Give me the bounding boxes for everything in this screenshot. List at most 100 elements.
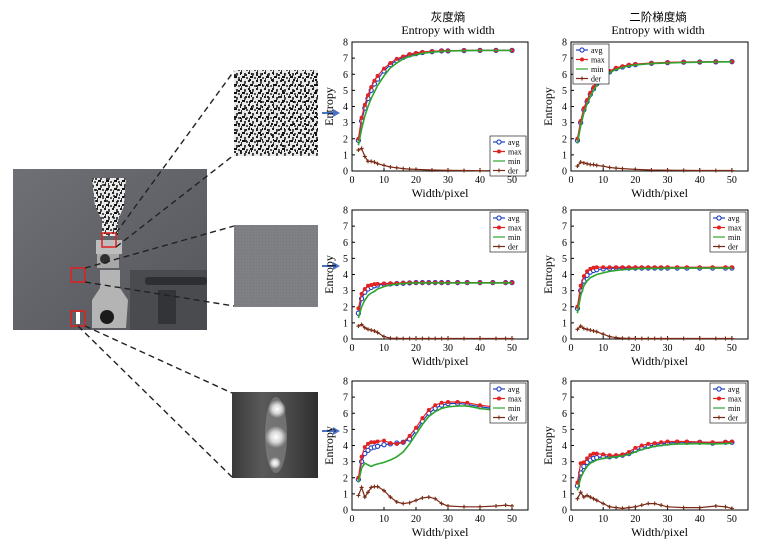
legend-marker-der — [717, 415, 721, 420]
data-point-der — [407, 500, 412, 505]
data-point-der — [639, 336, 644, 341]
data-point-max — [607, 265, 612, 270]
y-axis-label: Entropy — [541, 87, 555, 126]
legend-marker-max — [497, 225, 501, 230]
legend-label-der: der — [728, 243, 739, 252]
data-point-der — [633, 167, 638, 172]
x-tick-label: 50 — [507, 175, 517, 186]
y-tick-label: 0 — [562, 167, 567, 178]
data-point-der — [713, 336, 718, 341]
data-point-max — [359, 291, 364, 296]
data-point-der — [652, 501, 657, 506]
x-tick-label: 20 — [630, 175, 640, 186]
data-point-der — [366, 327, 370, 332]
data-point-der — [503, 503, 508, 508]
data-point-der — [426, 336, 431, 341]
y-tick-label: 1 — [343, 489, 348, 500]
data-point-der — [607, 504, 612, 509]
data-point-der — [575, 164, 580, 169]
data-point-der — [626, 336, 631, 341]
data-point-der — [414, 167, 418, 172]
legend-label-max: max — [728, 395, 742, 404]
data-point-der — [665, 504, 670, 509]
data-point-max — [591, 265, 596, 270]
data-point-der — [594, 329, 599, 334]
legend-box — [489, 135, 527, 177]
legend-label-min: min — [508, 233, 520, 242]
data-point-max — [356, 306, 361, 311]
x-tick-label: 50 — [507, 514, 517, 525]
data-point-der — [362, 154, 367, 159]
data-point-der — [697, 168, 702, 173]
data-point-der — [585, 161, 590, 166]
data-point-avg — [374, 443, 381, 449]
y-tick-label: 6 — [562, 409, 567, 420]
data-point-max — [369, 85, 374, 90]
data-point-max — [375, 73, 380, 78]
data-point-max — [366, 283, 370, 288]
data-point-max — [394, 56, 399, 61]
legend-marker-avg — [716, 215, 722, 221]
x-tick-label: 10 — [598, 514, 608, 525]
data-point-der — [439, 501, 444, 506]
x-axis-label: Width/pixel — [412, 186, 470, 200]
data-point-max — [639, 443, 644, 448]
data-point-max — [646, 441, 651, 446]
crop-speckle — [234, 70, 318, 156]
data-point-der — [665, 168, 670, 173]
data-point-der — [401, 166, 406, 171]
data-point-der — [369, 159, 374, 164]
y-tick-label: 1 — [343, 150, 348, 161]
chart-panel-1: 0 1 2 3 4 5 6 7 8 0 10 20 30 40 50 Width/pixel Entropy av… — [322, 38, 529, 200]
x-tick-label: 10 — [379, 343, 389, 354]
x-tick-label: 50 — [727, 514, 737, 525]
data-point-max — [362, 287, 367, 292]
data-point-der — [478, 504, 482, 509]
y-tick-label: 0 — [343, 167, 348, 178]
x-tick-label: 0 — [350, 343, 355, 354]
legend-box — [709, 382, 747, 424]
data-point-der — [646, 501, 651, 506]
y-tick-label: 2 — [562, 473, 567, 484]
y-tick-label: 8 — [343, 38, 348, 49]
data-point-der — [585, 327, 590, 332]
legend-marker-avg — [716, 386, 722, 392]
legend-marker-der — [580, 76, 584, 81]
data-point-max — [401, 54, 406, 59]
y-tick-label: 6 — [562, 70, 567, 81]
zoom-box-background — [70, 267, 86, 283]
legend-marker-max — [497, 396, 501, 401]
data-point-der — [401, 336, 406, 341]
legend-label-max: max — [728, 224, 742, 233]
data-point-der — [581, 495, 586, 500]
data-point-der — [420, 336, 425, 341]
legend-label-der: der — [591, 75, 602, 84]
data-point-der — [372, 160, 377, 165]
y-tick-label: 3 — [562, 457, 567, 468]
arrows — [322, 109, 340, 435]
data-point-max — [594, 265, 599, 270]
data-point-der — [729, 336, 734, 341]
data-point-der — [366, 490, 370, 495]
data-point-der — [575, 327, 580, 332]
data-point-der — [639, 503, 644, 508]
data-point-der — [620, 336, 625, 341]
data-point-der — [723, 336, 728, 341]
data-point-der — [652, 336, 657, 341]
x-axis-label: Width/pixel — [631, 525, 689, 539]
data-point-max — [729, 59, 734, 64]
data-point-max — [626, 265, 631, 270]
data-point-der — [607, 165, 612, 170]
zoom-box-speckle — [101, 232, 117, 248]
x-axis-label: Width/pixel — [412, 525, 470, 539]
data-point-max — [578, 283, 583, 288]
x-tick-label: 0 — [350, 175, 355, 186]
data-point-der — [401, 501, 406, 506]
data-point-der — [382, 163, 386, 168]
legend-marker-der — [497, 168, 501, 173]
data-point-der — [697, 336, 702, 341]
data-point-max — [439, 400, 444, 405]
y-tick-label: 3 — [562, 118, 567, 129]
y-axis-label: Entropy — [541, 426, 555, 465]
